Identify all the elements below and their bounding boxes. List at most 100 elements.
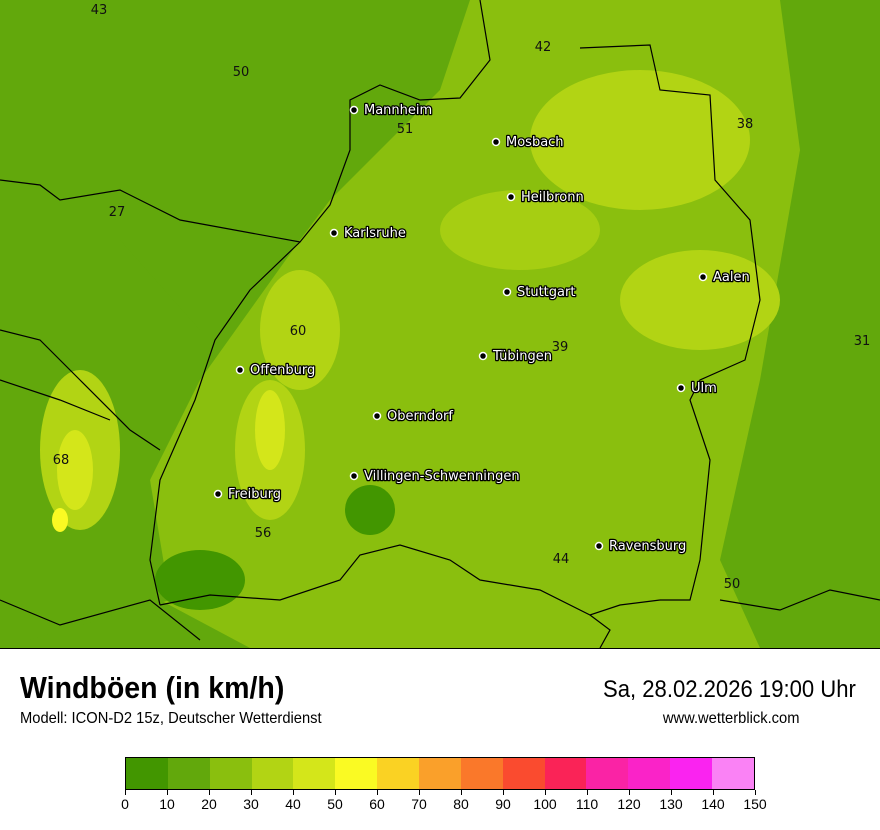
- city-label: Stuttgart: [517, 285, 575, 300]
- gust-value-label: 43: [91, 3, 108, 18]
- gust-value-label: 44: [553, 552, 570, 567]
- legend-tick-mark: [419, 790, 420, 795]
- city-dot: [698, 272, 708, 282]
- city-label: Villingen-Schwenningen: [364, 469, 520, 484]
- legend-tick-label: 40: [285, 796, 301, 812]
- gust-value-label: 39: [552, 340, 569, 355]
- city-marker: Ulm: [676, 380, 718, 397]
- city-label: Karlsruhe: [344, 226, 406, 241]
- city-marker: Mosbach: [491, 134, 565, 151]
- gust-value-label: 50: [724, 577, 741, 592]
- borders: [0, 0, 880, 648]
- legend-tick-mark: [167, 790, 168, 795]
- legend-swatch: [251, 758, 294, 789]
- gust-value-label: 31: [854, 334, 871, 349]
- city-marker: Villingen-Schwenningen: [349, 468, 521, 485]
- legend-tick-label: 10: [159, 796, 175, 812]
- legend-tick-label: 50: [327, 796, 343, 812]
- city-label: Offenburg: [250, 363, 315, 378]
- gust-value-label: 42: [535, 40, 552, 55]
- legend-swatch: [628, 758, 671, 789]
- legend-swatch: [712, 758, 754, 789]
- city-dot: [329, 228, 339, 238]
- city-label: Ravensburg: [609, 539, 686, 554]
- legend-tick-label: 0: [121, 796, 129, 812]
- legend-swatch: [460, 758, 503, 789]
- gust-value-label: 51: [397, 122, 414, 137]
- website-link[interactable]: www.wetterblick.com: [662, 710, 799, 727]
- legend-tick-label: 130: [659, 796, 683, 812]
- legend-tick-mark: [209, 790, 210, 795]
- legend-tick-label: 140: [701, 796, 725, 812]
- legend-swatch: [293, 758, 336, 789]
- city-dot: [676, 383, 686, 393]
- legend-swatch: [167, 758, 210, 789]
- legend-ticks: 0 10 20 30 40 50 60 70 80 90 100 110 120 130 140 150: [121, 790, 767, 820]
- city-label: Mosbach: [506, 135, 564, 150]
- city-marker: Freiburg: [213, 486, 282, 503]
- legend-tick-label: 100: [533, 796, 557, 812]
- legend-tick-mark: [755, 790, 756, 795]
- forecast-datetime: Sa, 28.02.2026 19:00 Uhr: [603, 676, 856, 703]
- legend-tick-mark: [545, 790, 546, 795]
- gust-value-label: 27: [109, 205, 126, 220]
- gust-value-label: 60: [290, 324, 307, 339]
- city-label: Aalen: [713, 270, 750, 285]
- city-label: Freiburg: [228, 487, 281, 502]
- legend-tick-mark: [713, 790, 714, 795]
- gust-value-label: 50: [233, 65, 250, 80]
- legend-swatch: [377, 758, 420, 789]
- city-label: Mannheim: [364, 103, 432, 118]
- legend-tick-label: 90: [495, 796, 511, 812]
- legend-swatch: [209, 758, 252, 789]
- legend-swatch: [335, 758, 378, 789]
- city-dot: [372, 411, 382, 421]
- map-title: Windböen (in km/h): [20, 670, 285, 705]
- city-marker: Mannheim: [349, 102, 433, 119]
- city-label: Ulm: [691, 381, 717, 396]
- gust-field: [0, 0, 880, 648]
- legend-tick-mark: [503, 790, 504, 795]
- city-label: Oberndorf: [387, 409, 453, 424]
- color-legend: [125, 757, 755, 790]
- city-dot: [594, 541, 604, 551]
- legend-tick-mark: [629, 790, 630, 795]
- legend-tick-mark: [125, 790, 126, 795]
- legend-swatch: [670, 758, 713, 789]
- legend-swatch: [126, 758, 168, 789]
- city-dot: [213, 489, 223, 499]
- city-marker: Tübingen: [478, 348, 553, 365]
- legend-tick-mark: [293, 790, 294, 795]
- legend-tick-label: 150: [743, 796, 767, 812]
- legend-swatch: [586, 758, 629, 789]
- legend-tick-mark: [671, 790, 672, 795]
- city-label: Heilbronn: [521, 190, 584, 205]
- legend-tick-mark: [335, 790, 336, 795]
- legend-tick-mark: [251, 790, 252, 795]
- city-dot: [349, 105, 359, 115]
- city-dot: [235, 365, 245, 375]
- city-marker: Oberndorf: [372, 408, 455, 425]
- city-label: Tübingen: [492, 349, 552, 364]
- legend-tick-label: 20: [201, 796, 217, 812]
- city-marker: Aalen: [698, 269, 751, 286]
- city-marker: Stuttgart: [502, 284, 577, 301]
- legend-tick-mark: [587, 790, 588, 795]
- city-dot: [491, 137, 501, 147]
- gust-value-label: 68: [53, 453, 70, 468]
- legend-tick-mark: [377, 790, 378, 795]
- wind-gust-map: Mannheim Mosbach Heilbronn Karlsruhe Stuttga…: [0, 0, 880, 649]
- city-marker: Offenburg: [235, 362, 317, 379]
- legend-swatch: [419, 758, 461, 789]
- legend-tick-label: 110: [575, 796, 599, 812]
- city-marker: Heilbronn: [506, 189, 585, 206]
- model-source: Modell: ICON-D2 15z, Deutscher Wetterdie…: [20, 710, 322, 727]
- gust-value-label: 38: [737, 117, 754, 132]
- legend-tick-label: 60: [369, 796, 385, 812]
- city-marker: Ravensburg: [594, 538, 688, 555]
- legend-tick-label: 120: [617, 796, 641, 812]
- legend-tick-label: 80: [453, 796, 469, 812]
- legend-tick-label: 30: [243, 796, 259, 812]
- legend-swatch: [544, 758, 587, 789]
- legend-tick-mark: [461, 790, 462, 795]
